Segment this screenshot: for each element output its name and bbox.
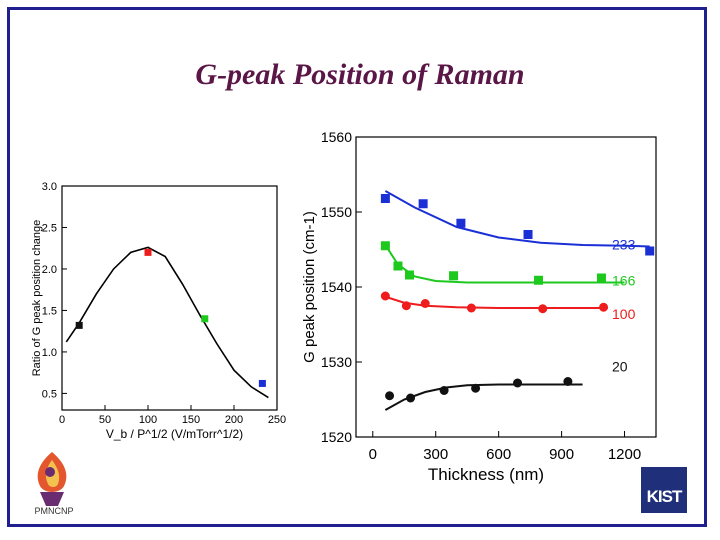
data-point-100 xyxy=(466,303,476,313)
right-y-tick-label: 1550 xyxy=(321,204,352,220)
data-point-100 xyxy=(380,291,390,301)
data-point-20 xyxy=(513,378,523,388)
left-fit-curve xyxy=(65,246,269,399)
data-point-20 xyxy=(563,377,573,386)
left-data-point xyxy=(258,379,266,387)
left-x-tick-label: 100 xyxy=(139,414,157,426)
left-y-tick-label: 0.5 xyxy=(42,388,57,400)
data-point-20 xyxy=(471,383,481,393)
right-x-tick-label: 0 xyxy=(369,446,377,463)
pmncnp-logo-text: PMNCNP xyxy=(34,506,74,516)
left-x-tick-label: 50 xyxy=(99,414,111,426)
right-x-tick-label: 600 xyxy=(486,446,511,463)
right-x-tick-label: 900 xyxy=(549,446,574,463)
left-y-tick-label: 3.0 xyxy=(42,181,57,193)
left-x-tick-label: 150 xyxy=(182,414,200,426)
right-y-tick-label: 1540 xyxy=(321,279,352,295)
right-y-tick-label: 1530 xyxy=(321,354,352,370)
left-plot-frame xyxy=(61,185,278,411)
series-label-100: 100 xyxy=(612,306,636,322)
right-x-tick-label: 1200 xyxy=(608,446,641,463)
data-point-166 xyxy=(393,261,403,271)
right-y-axis-label: G peak position (cm-1) xyxy=(301,211,318,363)
data-point-166 xyxy=(534,275,544,285)
data-point-166 xyxy=(596,273,606,283)
data-point-100 xyxy=(538,304,548,314)
left-x-tick-label: 250 xyxy=(268,414,286,426)
right-y-tick-label: 1520 xyxy=(321,429,352,445)
left-y-tick-label: 2.5 xyxy=(42,222,57,234)
left-y-axis-label: Ratio of G peak position change xyxy=(31,220,43,377)
fit-line-100 xyxy=(385,295,608,309)
slide-title: G-peak Position of Raman xyxy=(195,58,525,91)
left-x-tick-label: 0 xyxy=(59,414,65,426)
data-point-20 xyxy=(406,393,416,403)
data-point-233 xyxy=(418,199,428,209)
data-point-100 xyxy=(420,299,430,308)
flame-figure-icon xyxy=(37,452,67,506)
series-label-20: 20 xyxy=(612,359,628,375)
data-point-233 xyxy=(523,230,533,239)
data-point-100 xyxy=(401,301,411,311)
left-x-tick-label: 200 xyxy=(225,414,243,426)
data-point-166 xyxy=(404,270,414,280)
series-label-233: 233 xyxy=(612,236,636,252)
series-label-166: 166 xyxy=(612,272,636,288)
data-point-166 xyxy=(449,271,459,281)
kist-logo: KIST xyxy=(641,467,687,513)
slide-frame xyxy=(7,7,707,527)
data-point-233 xyxy=(645,246,655,256)
fit-line-233 xyxy=(384,190,650,248)
left-data-point xyxy=(75,321,83,329)
data-point-233 xyxy=(456,218,466,228)
pmncnp-logo xyxy=(26,448,78,518)
data-point-20 xyxy=(439,386,449,395)
left-y-tick-label: 1.5 xyxy=(42,305,57,317)
left-x-axis-label: V_b / P^1/2 (V/mTorr^1/2) xyxy=(106,427,243,441)
data-point-166 xyxy=(380,241,390,251)
left-y-tick-label: 1.0 xyxy=(42,347,57,359)
data-point-233 xyxy=(380,194,390,203)
left-y-tick-label: 2.0 xyxy=(42,264,57,276)
right-y-tick-label: 1560 xyxy=(321,129,352,145)
data-point-20 xyxy=(385,391,395,401)
right-x-axis-label: Thickness (nm) xyxy=(428,465,544,484)
right-plot-frame xyxy=(355,136,657,438)
left-data-point xyxy=(201,315,209,323)
left-data-point xyxy=(144,248,152,256)
fit-line-166 xyxy=(384,244,625,284)
data-point-100 xyxy=(599,302,609,312)
right-x-tick-label: 300 xyxy=(423,446,448,463)
